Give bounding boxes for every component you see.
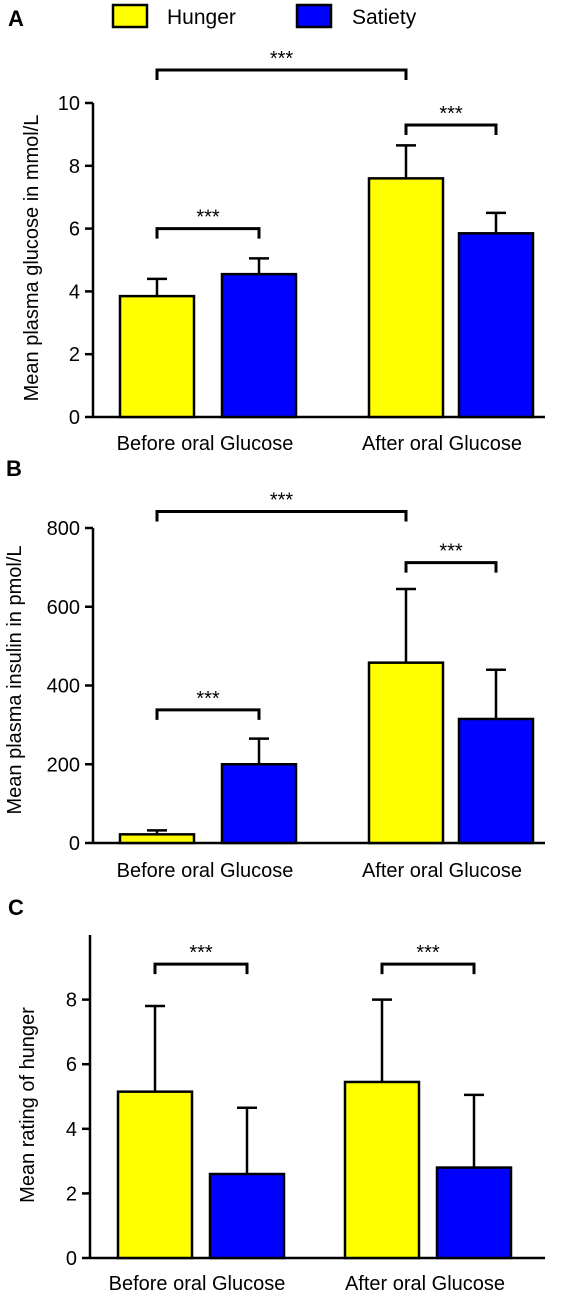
panel-b-ylabel: Mean plasma insulin in pmol/L — [4, 545, 26, 814]
bar — [367, 661, 445, 845]
bar — [367, 177, 445, 419]
significance-label: *** — [189, 942, 213, 964]
panel-c-xtick-before: Before oral Glucose — [109, 1273, 286, 1295]
panel-b-xtick-after: After oral Glucose — [362, 860, 522, 882]
legend: Hunger Satiety — [111, 3, 417, 29]
bar — [435, 1166, 513, 1260]
panel-b-xtick-before: Before oral Glucose — [117, 860, 294, 882]
significance-bracket — [404, 561, 498, 573]
significance-label: *** — [196, 688, 220, 710]
panel-b-letter: B — [6, 456, 22, 481]
significance-label: *** — [270, 48, 294, 70]
significance-label: *** — [439, 103, 463, 125]
y-tick-label: 6 — [66, 1054, 77, 1076]
bar — [116, 1090, 194, 1260]
y-tick-label: 2 — [69, 344, 80, 366]
bar — [208, 1172, 286, 1260]
y-tick-label: 600 — [47, 597, 80, 619]
panel-c: C Mean rating of hunger Before oral Gluc… — [8, 895, 545, 1295]
y-tick-label: 800 — [47, 518, 80, 540]
significance-label: *** — [416, 942, 440, 964]
panel-a: A Mean plasma glucose in mmol/L Before o… — [8, 6, 545, 455]
significance-bracket — [404, 123, 498, 135]
y-tick-label: 0 — [69, 833, 80, 855]
significance-bracket — [380, 962, 476, 975]
y-tick-label: 8 — [66, 990, 77, 1012]
significance-bracket — [155, 227, 261, 239]
panel-c-letter: C — [8, 895, 24, 920]
bar — [118, 833, 196, 845]
legend-swatch-satiety — [295, 3, 333, 29]
panel-a-letter: A — [8, 6, 24, 31]
bar — [118, 294, 196, 419]
legend-label-satiety: Satiety — [352, 6, 417, 29]
significance-bracket — [155, 509, 408, 522]
panel-a-xtick-before: Before oral Glucose — [117, 433, 294, 455]
significance-bracket — [155, 68, 408, 81]
panel-b: B Mean plasma insulin in pmol/L Before o… — [4, 456, 545, 882]
panel-c-ylabel: Mean rating of hunger — [17, 1007, 39, 1203]
y-tick-label: 200 — [47, 754, 80, 776]
y-tick-label: 0 — [69, 407, 80, 429]
significance-label: *** — [196, 207, 220, 229]
significance-label: *** — [270, 489, 294, 511]
y-tick-label: 4 — [66, 1119, 77, 1141]
panel-a-xtick-after: After oral Glucose — [362, 433, 522, 455]
bar — [457, 717, 535, 845]
significance-label: *** — [439, 541, 463, 563]
y-tick-label: 0 — [66, 1248, 77, 1270]
significance-bracket — [153, 962, 249, 975]
y-tick-label: 10 — [58, 93, 80, 115]
legend-label-hunger: Hunger — [167, 6, 236, 29]
panel-c-xtick-after: After oral Glucose — [345, 1273, 505, 1295]
legend-swatch-hunger — [111, 3, 149, 29]
bar — [457, 232, 535, 419]
panel-a-ylabel: Mean plasma glucose in mmol/L — [21, 115, 43, 402]
y-tick-label: 2 — [66, 1183, 77, 1205]
significance-bracket — [155, 708, 261, 720]
y-tick-label: 6 — [69, 219, 80, 241]
bar — [343, 1080, 421, 1260]
bar — [220, 763, 298, 845]
y-tick-label: 8 — [69, 156, 80, 178]
bar — [220, 272, 298, 419]
y-tick-label: 400 — [47, 676, 80, 698]
y-tick-label: 4 — [69, 281, 80, 303]
